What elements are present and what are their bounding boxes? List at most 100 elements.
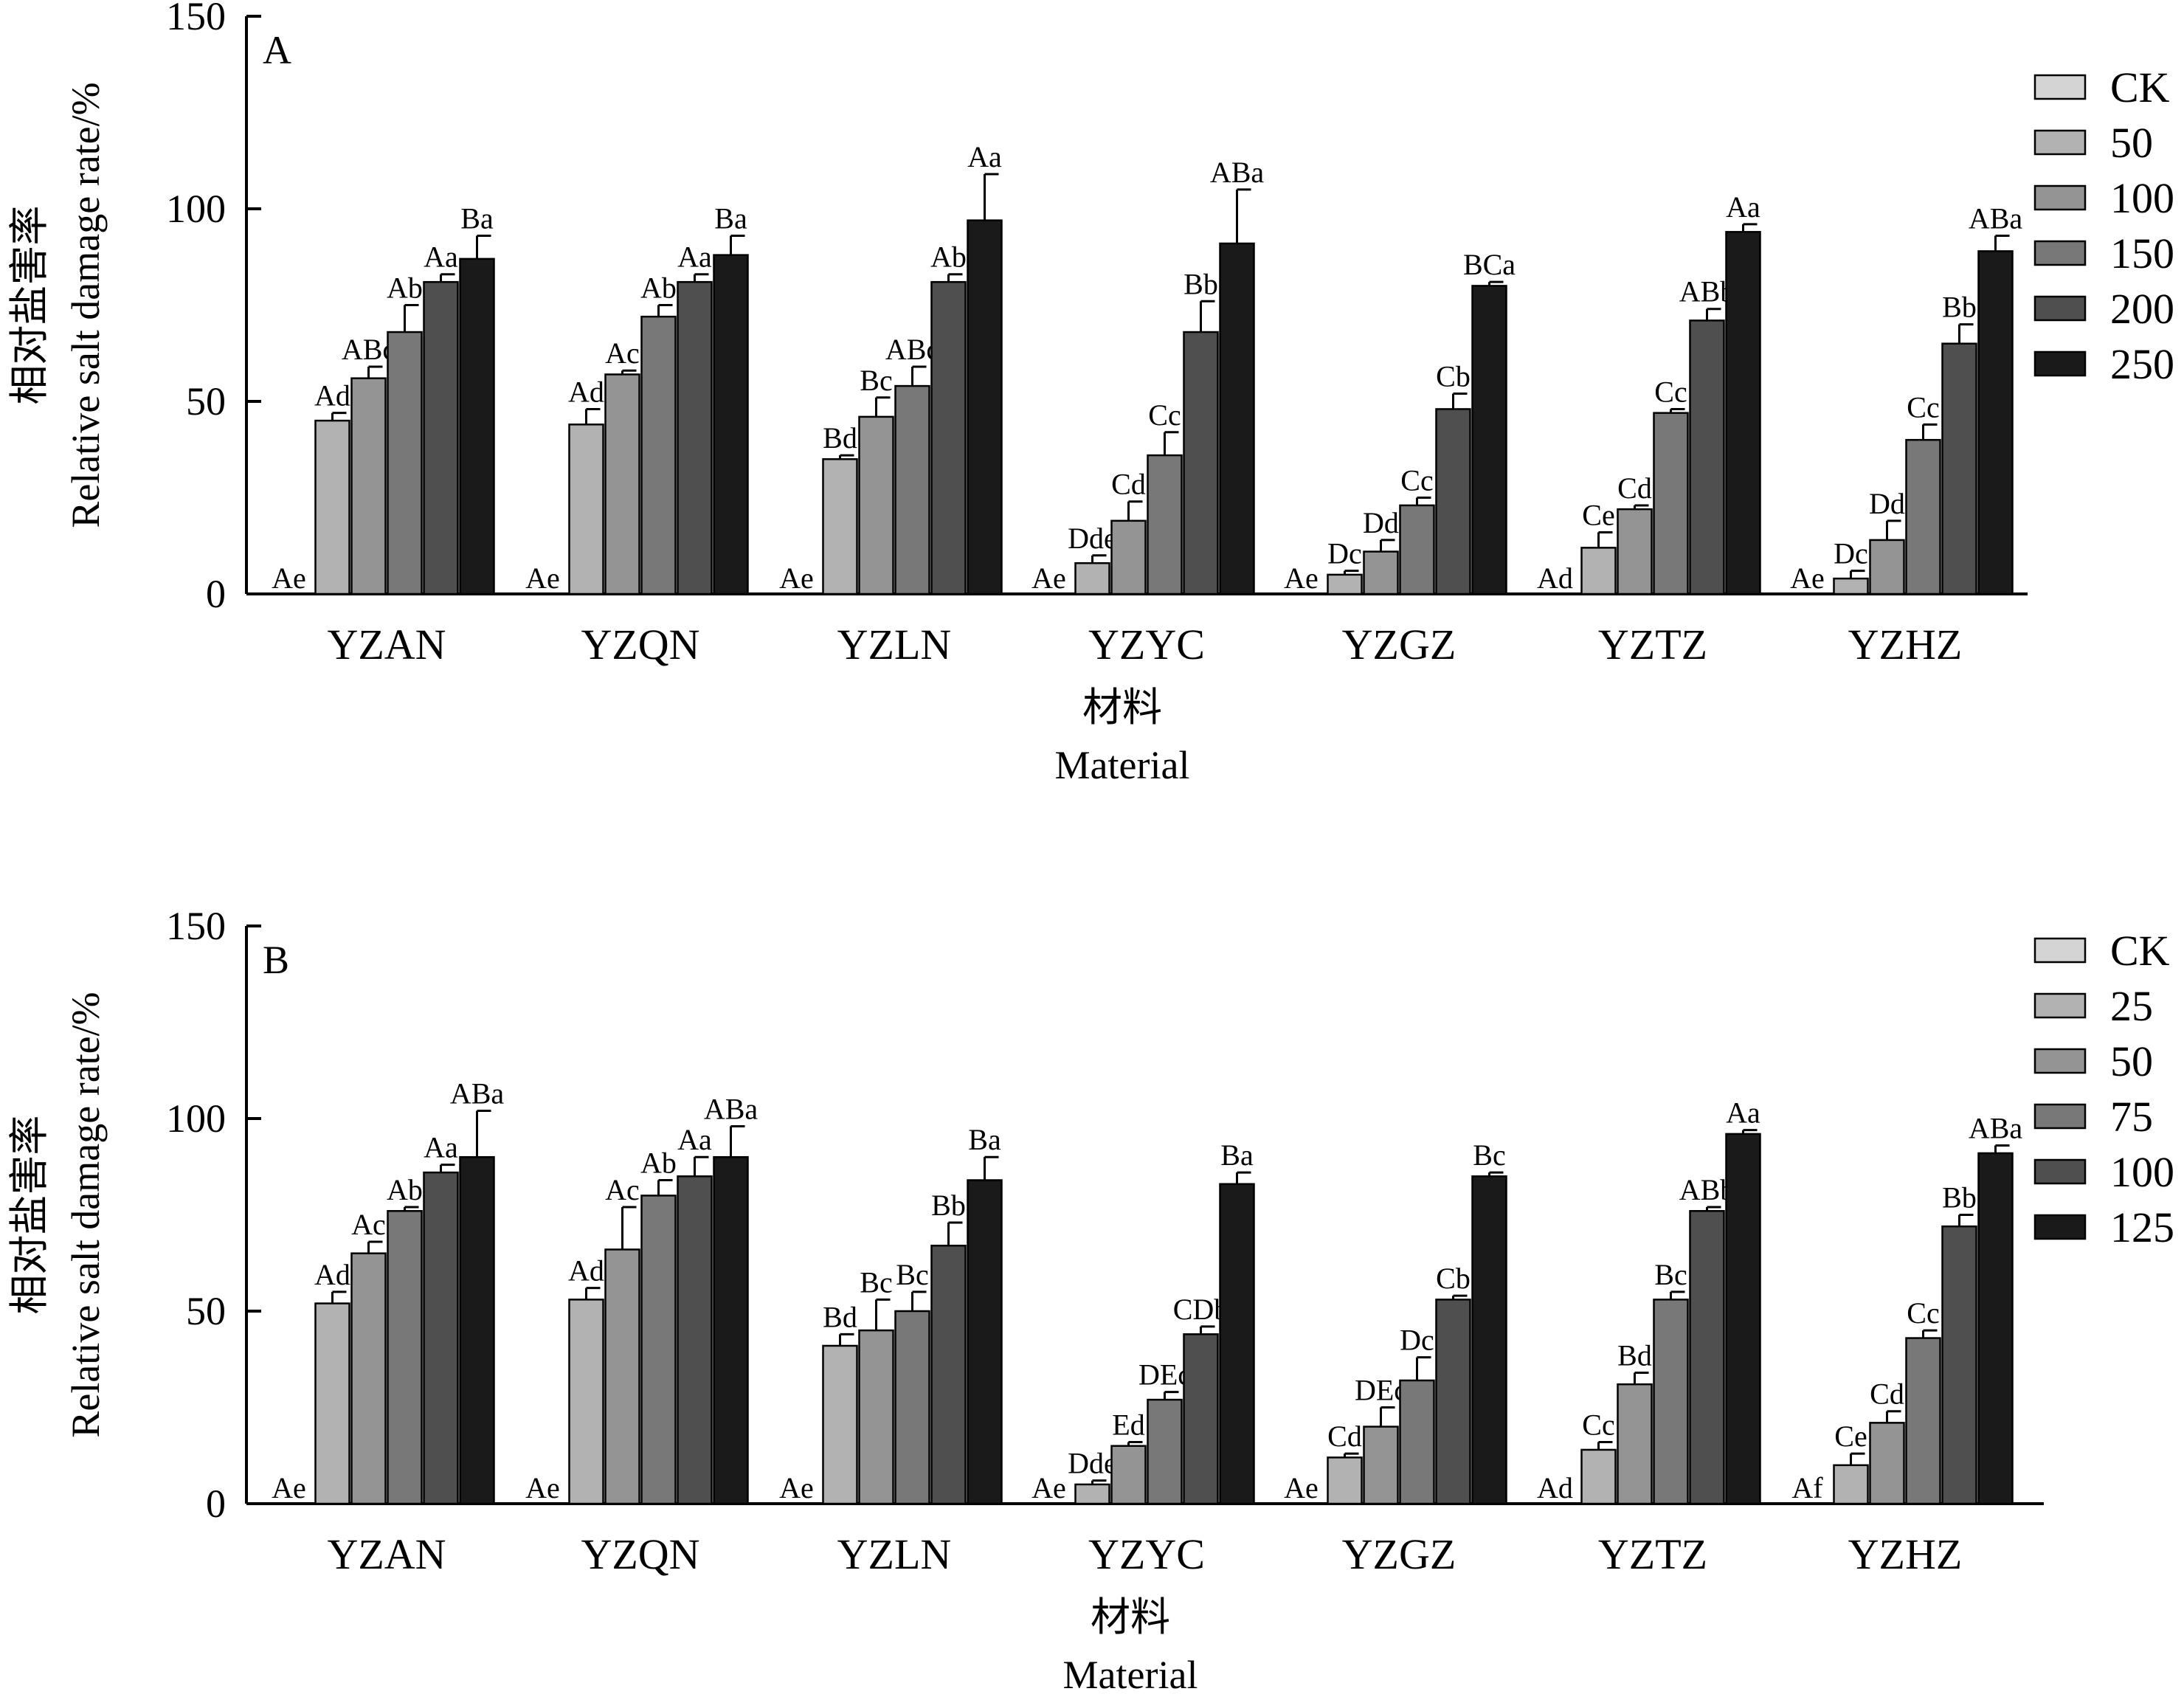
y-axis-title-cn: 相对盐害率 bbox=[7, 1116, 52, 1315]
significance-label: ABa bbox=[1210, 156, 1265, 189]
significance-label: Dc bbox=[1327, 537, 1362, 570]
significance-label: Ae bbox=[1031, 1471, 1066, 1504]
significance-label: Bd bbox=[823, 1300, 857, 1333]
bar-a-yzan-50 bbox=[314, 419, 350, 595]
bar-a-yzan-250 bbox=[459, 258, 495, 595]
y-axis-title-en: Relative salt damage rate/% bbox=[63, 82, 108, 528]
significance-label: Bb bbox=[931, 1189, 966, 1222]
bar-b-yzhz-75 bbox=[1905, 1337, 1941, 1505]
bar-b-yzln-25 bbox=[822, 1344, 858, 1505]
legend-swatch bbox=[2033, 74, 2087, 100]
x-tick-label: YZLN bbox=[837, 621, 952, 668]
bar-a-yztz-50 bbox=[1580, 547, 1617, 595]
bar-b-yzgz-100 bbox=[1435, 1299, 1471, 1505]
significance-label: Aa bbox=[677, 241, 712, 274]
significance-label: Ba bbox=[1220, 1138, 1254, 1172]
y-tick-label: 0 bbox=[206, 572, 226, 616]
bar-a-yzgz-250 bbox=[1471, 285, 1507, 595]
bar-b-yzqn-25 bbox=[568, 1299, 604, 1505]
bar-a-yzqn-250 bbox=[713, 254, 749, 595]
bar-b-yzyc-50 bbox=[1110, 1445, 1147, 1505]
x-axis-title-en: Material bbox=[1055, 743, 1190, 787]
significance-label: Ae bbox=[1031, 561, 1066, 595]
x-tick-label: YZQN bbox=[581, 1530, 699, 1578]
significance-label: Ac bbox=[605, 1173, 640, 1206]
bar-a-yztz-150 bbox=[1653, 412, 1689, 595]
legend-label: 50 bbox=[2110, 1037, 2153, 1085]
x-tick-label: YZTZ bbox=[1598, 621, 1707, 668]
bar-b-yzhz-100 bbox=[1941, 1225, 1977, 1505]
legend-label: 250 bbox=[2110, 340, 2174, 388]
significance-label: Cc bbox=[1654, 375, 1687, 408]
bar-b-yzyc-100 bbox=[1183, 1333, 1219, 1505]
significance-label: Bd bbox=[823, 421, 857, 455]
significance-label: Ae bbox=[525, 561, 560, 595]
y-tick-label: 100 bbox=[166, 1096, 226, 1141]
x-tick-label: YZTZ bbox=[1598, 1530, 1707, 1578]
bar-a-yzan-100 bbox=[350, 377, 387, 595]
significance-label: Bc bbox=[1473, 1138, 1505, 1172]
panel-a-chart: 0 50 100 150 A 相对盐害率 Relative salt damage rate… bbox=[7, 0, 2174, 787]
legend-swatch bbox=[2033, 295, 2087, 322]
significance-label: Ab bbox=[387, 272, 423, 305]
bar-a-yztz-100 bbox=[1617, 508, 1653, 595]
significance-label: Bb bbox=[1942, 1181, 1977, 1214]
bar-b-yzgz-25 bbox=[1327, 1456, 1363, 1505]
bar-b-yzln-50 bbox=[858, 1329, 894, 1505]
significance-label: Ac bbox=[351, 1208, 386, 1241]
significance-label: Ae bbox=[272, 1471, 306, 1504]
significance-label: Cc bbox=[1148, 398, 1181, 432]
significance-label: Ab bbox=[930, 241, 967, 274]
significance-label: Cc bbox=[1907, 390, 1939, 424]
bar-a-yzgz-50 bbox=[1327, 573, 1363, 595]
bar-b-yzan-50 bbox=[350, 1252, 387, 1505]
significance-label: Bb bbox=[1942, 291, 1977, 324]
x-axis-title-cn: 材料 bbox=[1082, 685, 1162, 730]
significance-label: Aa bbox=[967, 140, 1002, 173]
bar-b-yzqn-125 bbox=[713, 1155, 749, 1505]
bar-a-yzln-200 bbox=[930, 280, 967, 595]
significance-label: Cc bbox=[1907, 1296, 1939, 1330]
x-tick-label: YZAN bbox=[327, 621, 446, 668]
significance-label: Ed bbox=[1112, 1408, 1144, 1441]
significance-label: Cb bbox=[1436, 360, 1471, 393]
legend-swatch bbox=[2033, 184, 2087, 211]
significance-label: Dde bbox=[1068, 1447, 1117, 1480]
significance-label: Ae bbox=[1790, 561, 1825, 595]
legend-swatch bbox=[2033, 937, 2087, 964]
significance-label: Ad bbox=[314, 379, 350, 412]
bar-b-yztz-125 bbox=[1725, 1133, 1761, 1505]
legend-label: 100 bbox=[2110, 174, 2174, 222]
significance-label: Dc bbox=[1400, 1324, 1434, 1357]
bar-a-yzln-100 bbox=[858, 415, 894, 595]
bar-b-yzln-100 bbox=[930, 1245, 967, 1505]
bar-a-yztz-250 bbox=[1725, 231, 1761, 595]
bar-a-yzhz-250 bbox=[1977, 250, 2014, 595]
y-tick-label: 50 bbox=[186, 1289, 226, 1333]
significance-label: ABa bbox=[704, 1092, 758, 1125]
x-tick-label: YZYC bbox=[1088, 1530, 1205, 1578]
bar-a-yzhz-200 bbox=[1941, 342, 1977, 595]
significance-label: Af bbox=[1791, 1471, 1823, 1504]
bar-b-yzan-75 bbox=[387, 1210, 423, 1505]
significance-label: DEc bbox=[1355, 1374, 1407, 1407]
significance-label: Cd bbox=[1327, 1420, 1362, 1453]
significance-label: Dd bbox=[1363, 506, 1399, 539]
significance-label: Bc bbox=[860, 1265, 892, 1299]
legend-label: 125 bbox=[2110, 1203, 2174, 1251]
significance-label: Aa bbox=[1726, 190, 1760, 224]
bar-a-yzqn-100 bbox=[604, 373, 640, 595]
significance-label: Bd bbox=[1617, 1339, 1652, 1372]
y-tick-label: 150 bbox=[166, 0, 226, 38]
significance-label: Ba bbox=[714, 202, 747, 235]
bar-b-yztz-25 bbox=[1580, 1448, 1617, 1505]
significance-label: Ab bbox=[640, 1147, 677, 1180]
significance-label: Ac bbox=[605, 336, 640, 370]
significance-label: Ad bbox=[568, 375, 604, 408]
bar-a-yzqn-150 bbox=[640, 315, 677, 595]
x-tick-label: YZQN bbox=[581, 621, 699, 668]
legend-swatch bbox=[2033, 1158, 2087, 1185]
legend-label: 75 bbox=[2110, 1093, 2153, 1141]
legend-label: 25 bbox=[2110, 982, 2153, 1030]
legend-label: 200 bbox=[2110, 285, 2174, 333]
